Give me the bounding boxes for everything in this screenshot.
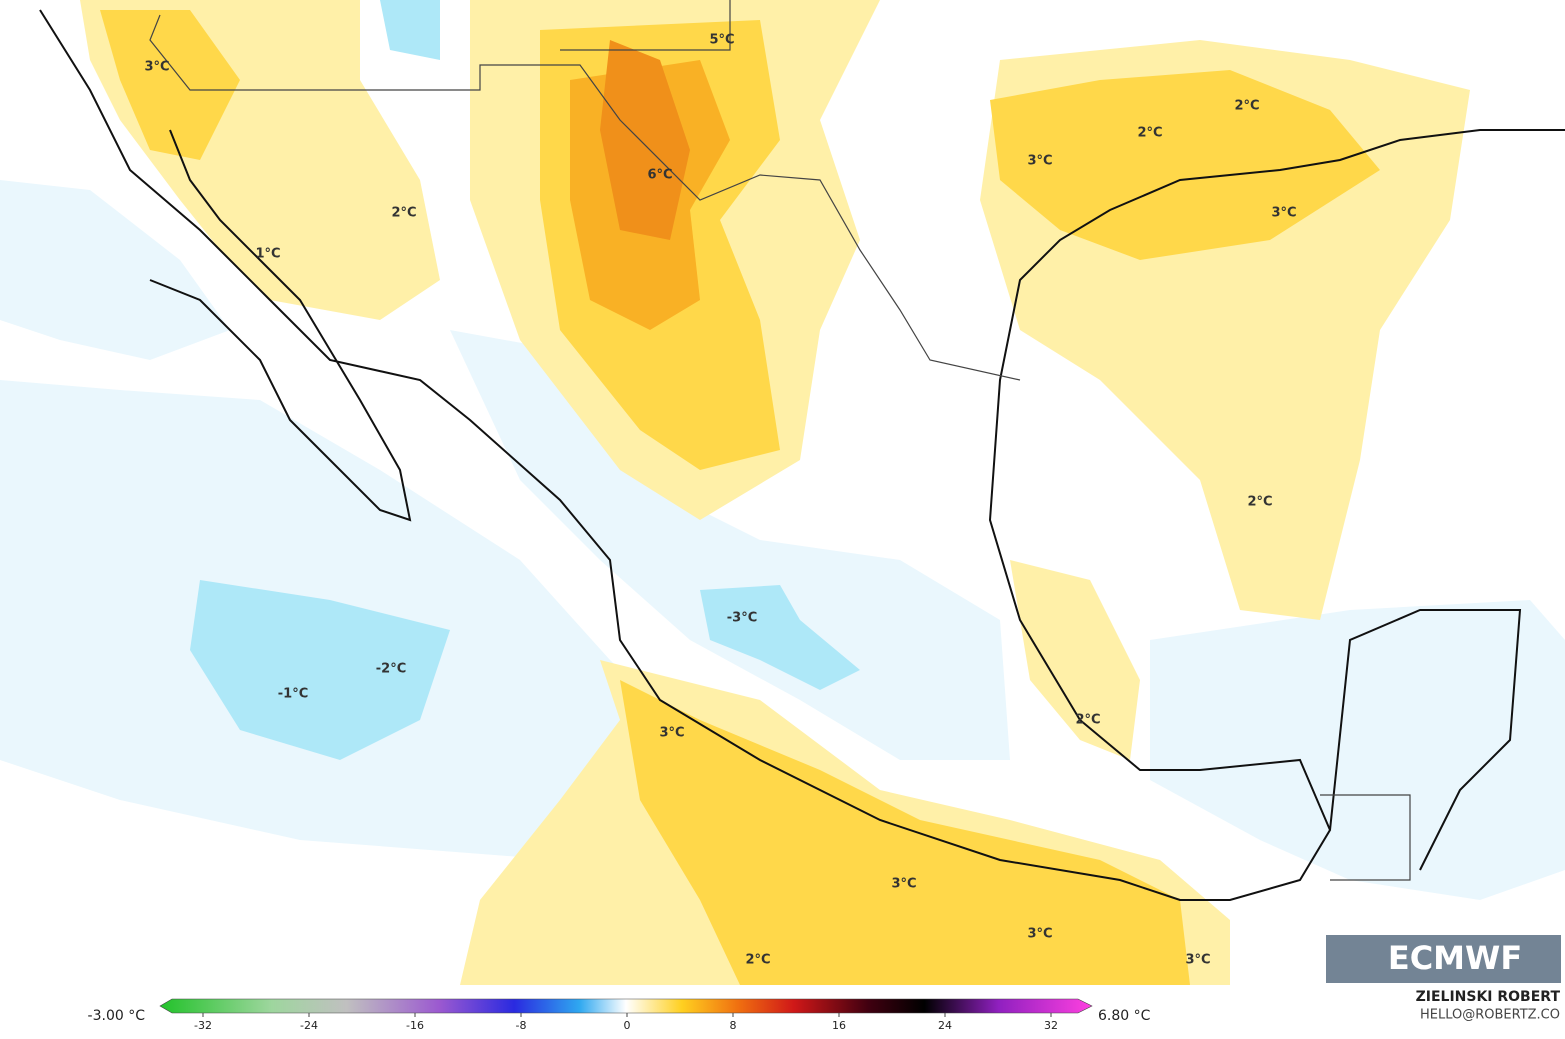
colorbar-tick-label: -8 — [516, 1019, 527, 1032]
colorbar-tick-label: 24 — [938, 1019, 952, 1032]
contour-label: 2°C — [1234, 99, 1259, 114]
colorbar-tick-label: -16 — [406, 1019, 424, 1032]
contour-label: 2°C — [1075, 713, 1100, 728]
colorbar-tick-label: -32 — [194, 1019, 212, 1032]
colorbar-tick-label: 8 — [730, 1019, 737, 1032]
colorbar-ticks: -32 -24 -16 -8 0 8 16 24 32 — [194, 1013, 1058, 1032]
contour-label: 3°C — [1027, 927, 1052, 942]
colorbar-tick-label: 32 — [1044, 1019, 1058, 1032]
contour-label: 3°C — [1185, 953, 1210, 968]
colorbar-tick-label: 0 — [624, 1019, 631, 1032]
contour-label: 5°C — [709, 33, 734, 48]
contour-label: -3°C — [727, 611, 757, 626]
colorbar-min-label: -3.00 °C — [88, 1008, 146, 1024]
contour-label: 3°C — [144, 60, 169, 75]
contour-label: 3°C — [1271, 206, 1296, 221]
map-field — [0, 0, 1565, 985]
colorbar-tick-label: -24 — [300, 1019, 318, 1032]
colorbar-tick-label: 16 — [832, 1019, 846, 1032]
colorbar — [159, 998, 1093, 1014]
contour-label: -1°C — [278, 687, 308, 702]
contour-labels: 3°C 5°C 6°C 2°C 1°C 2°C 2°C 3°C 3°C 2°C -3°C -2°C -1… — [144, 33, 1296, 968]
credit-contact: HELLO@ROBERTZ.CO — [1420, 1008, 1560, 1023]
credit-author: ZIELINSKI ROBERT — [1416, 989, 1561, 1005]
coastlines — [39, 9, 1565, 901]
contour-label: 2°C — [391, 206, 416, 221]
contour-label: 2°C — [1247, 495, 1272, 510]
contour-label: 6°C — [647, 168, 672, 183]
contour-label: 1°C — [255, 247, 280, 262]
contour-label: 2°C — [1137, 126, 1162, 141]
logo: ECMWF — [1326, 935, 1561, 983]
contour-label: 2°C — [745, 953, 770, 968]
logo-text: ECMWF — [1388, 939, 1522, 977]
contour-label: 3°C — [659, 726, 684, 741]
contour-label: 3°C — [1027, 154, 1052, 169]
colorbar-max-label: 6.80 °C — [1098, 1008, 1151, 1024]
contour-label: -2°C — [376, 662, 406, 677]
borders — [149, 0, 1411, 881]
contour-label: 3°C — [891, 877, 916, 892]
